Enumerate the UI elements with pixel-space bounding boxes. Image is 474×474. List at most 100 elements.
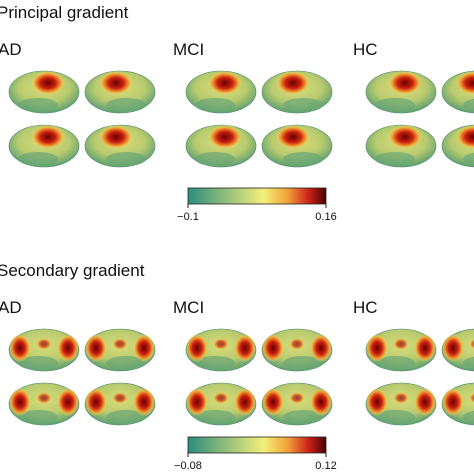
activation	[393, 392, 409, 404]
activation	[234, 334, 256, 362]
brain	[185, 124, 257, 168]
activation	[31, 125, 65, 149]
activation	[442, 334, 464, 362]
brain	[365, 124, 437, 168]
panel-title: Secondary gradient	[0, 261, 145, 280]
activation	[112, 392, 128, 404]
activation	[393, 338, 409, 350]
temporal-lobe	[463, 98, 474, 112]
brain	[185, 382, 257, 426]
brain	[441, 328, 474, 372]
colorbar	[187, 187, 327, 205]
temporal-lobe	[195, 356, 235, 370]
activation	[9, 334, 31, 362]
activation	[414, 334, 436, 362]
activation	[366, 334, 388, 362]
activation	[99, 125, 133, 149]
activation	[469, 392, 474, 404]
activation	[262, 388, 284, 416]
colorbar-max-label: 0.16	[315, 211, 336, 223]
activation	[388, 125, 422, 149]
activation	[112, 338, 128, 350]
activation	[36, 392, 52, 404]
activation	[414, 388, 436, 416]
group-label: HC	[353, 298, 378, 317]
colorbar-max-label: 0.12	[315, 460, 336, 472]
temporal-lobe	[283, 152, 323, 166]
activation	[388, 71, 422, 95]
activation	[213, 392, 229, 404]
brain	[8, 124, 80, 168]
brain	[84, 124, 156, 168]
activation	[85, 334, 107, 362]
activation	[36, 338, 52, 350]
activation	[186, 388, 208, 416]
activation	[208, 71, 242, 95]
temporal-lobe	[375, 356, 415, 370]
temporal-lobe	[18, 152, 58, 166]
temporal-lobe	[18, 356, 58, 370]
brain	[261, 328, 333, 372]
brain	[84, 70, 156, 114]
brain	[441, 382, 474, 426]
activation	[213, 338, 229, 350]
temporal-lobe	[375, 410, 415, 424]
activation	[133, 334, 155, 362]
temporal-lobe	[195, 410, 235, 424]
activation	[310, 334, 332, 362]
brain	[185, 70, 257, 114]
activation	[57, 334, 79, 362]
brain	[84, 328, 156, 372]
activation	[442, 388, 464, 416]
temporal-lobe	[283, 98, 323, 112]
temporal-lobe	[283, 356, 323, 370]
brain	[8, 382, 80, 426]
temporal-lobe	[375, 152, 415, 166]
brain	[8, 328, 80, 372]
temporal-lobe	[106, 98, 146, 112]
colorbar-min-label: −0.08	[174, 460, 202, 472]
temporal-lobe	[463, 152, 474, 166]
temporal-lobe	[283, 410, 323, 424]
activation	[186, 334, 208, 362]
temporal-lobe	[106, 152, 146, 166]
activation	[57, 388, 79, 416]
group-label: HC	[353, 40, 378, 59]
activation	[9, 388, 31, 416]
brain	[8, 70, 80, 114]
group-label: MCI	[173, 40, 204, 59]
activation	[469, 338, 474, 350]
brain	[441, 124, 474, 168]
activation	[208, 125, 242, 149]
brain	[84, 382, 156, 426]
activation	[234, 388, 256, 416]
brain	[261, 382, 333, 426]
brain	[441, 70, 474, 114]
temporal-lobe	[106, 410, 146, 424]
brain	[365, 70, 437, 114]
brain	[365, 382, 437, 426]
temporal-lobe	[18, 410, 58, 424]
brain	[261, 124, 333, 168]
temporal-lobe	[195, 152, 235, 166]
temporal-lobe	[18, 98, 58, 112]
activation	[366, 388, 388, 416]
activation	[99, 71, 133, 95]
brain	[261, 70, 333, 114]
colorbar	[187, 436, 327, 454]
colorbar-min-label: −0.1	[177, 211, 199, 223]
activation	[310, 388, 332, 416]
brain	[365, 328, 437, 372]
group-label: AD	[0, 298, 22, 317]
temporal-lobe	[375, 98, 415, 112]
temporal-lobe	[106, 356, 146, 370]
activation	[85, 388, 107, 416]
brain	[185, 328, 257, 372]
temporal-lobe	[463, 410, 474, 424]
activation	[276, 71, 310, 95]
activation	[31, 71, 65, 95]
group-label: MCI	[173, 298, 204, 317]
activation	[262, 334, 284, 362]
